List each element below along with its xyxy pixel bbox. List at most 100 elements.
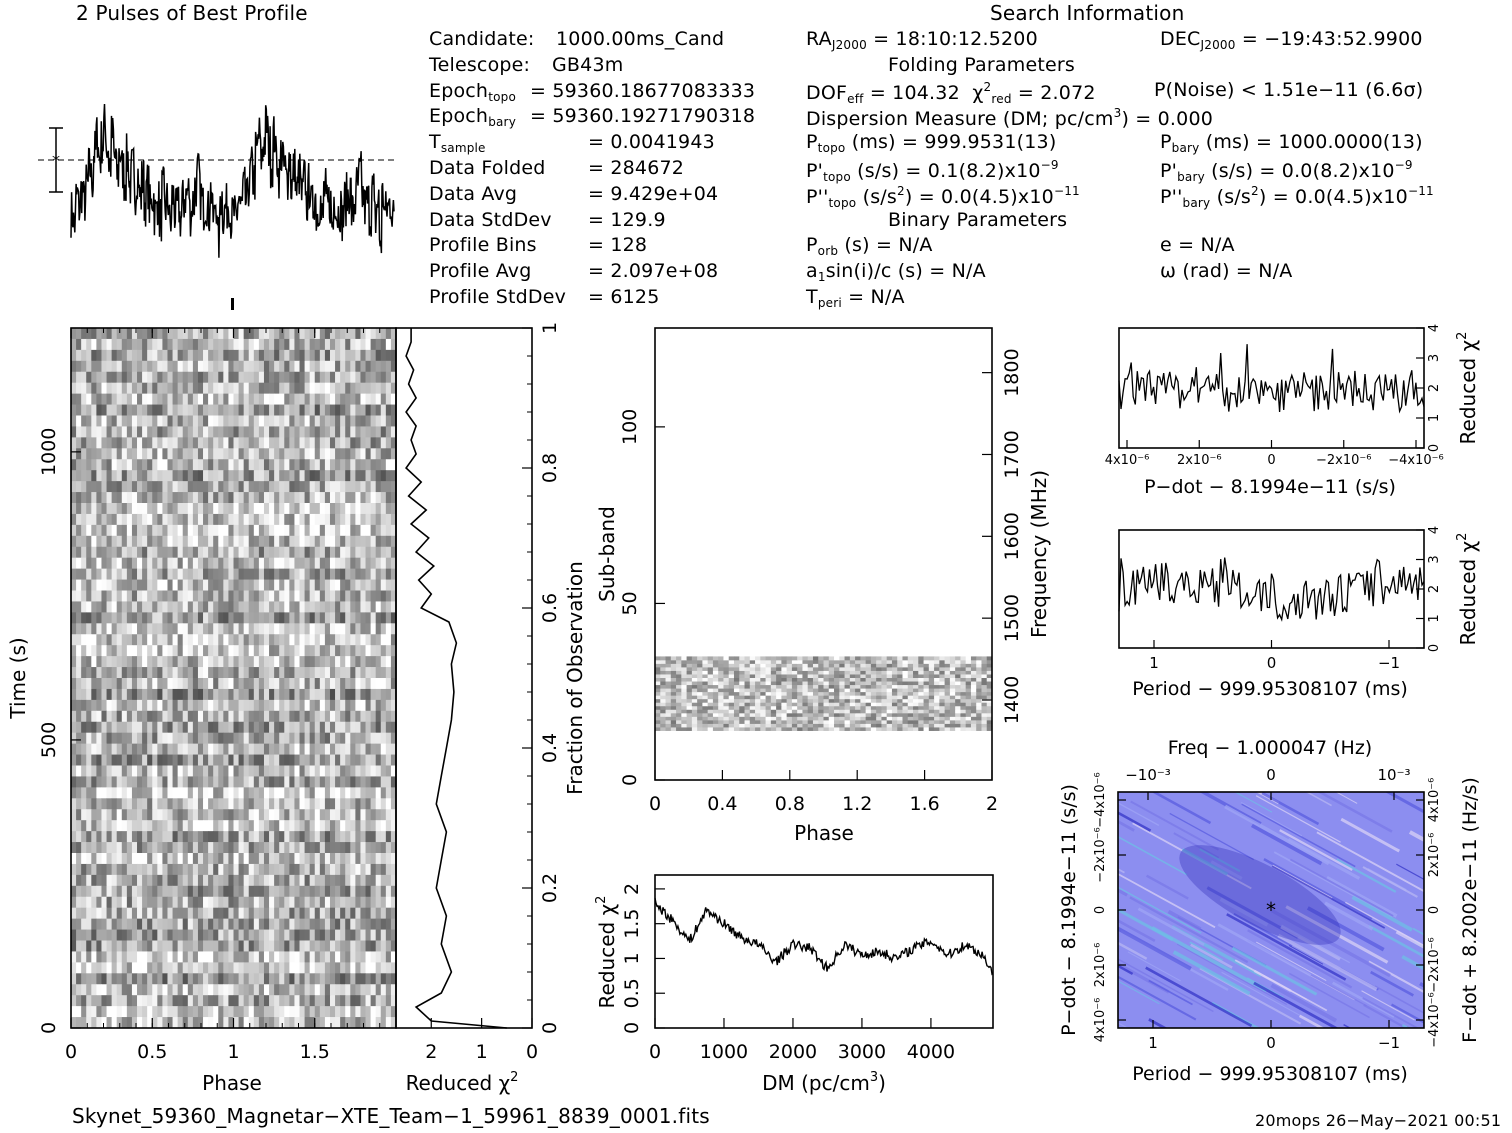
heat-cell: [707, 727, 714, 731]
heat-cell: [203, 743, 209, 755]
heat-cell: [365, 776, 372, 788]
heat-cell: [707, 719, 714, 724]
heat-cell: [213, 448, 219, 460]
heat-cell: [192, 798, 199, 810]
heat-cell: [152, 470, 158, 482]
heat-cell: [385, 1006, 392, 1018]
heat-cell: [192, 929, 199, 941]
heat-cell: [96, 590, 102, 602]
heat-cell: [208, 645, 214, 657]
heat-cell: [76, 623, 82, 635]
heat-cell: [345, 360, 351, 373]
heat-cell: [324, 754, 331, 766]
heat-cell: [274, 787, 280, 799]
heat-cell: [279, 459, 285, 471]
heat-cell: [121, 568, 128, 580]
heat-cell: [299, 590, 305, 602]
heat-cell: [76, 448, 82, 460]
heat-cell: [213, 743, 219, 755]
heat-cell: [744, 702, 751, 707]
axis-label: Reduced χ2: [406, 1070, 519, 1095]
heat-cell: [213, 338, 219, 351]
heat-cell: [355, 612, 361, 624]
heat-cell: [289, 535, 295, 548]
heat-cell: [345, 973, 351, 985]
heat-cell: [365, 951, 372, 963]
heat-cell: [284, 831, 290, 843]
heat-cell: [258, 623, 265, 635]
heat-cell: [340, 371, 346, 384]
heat-cell: [253, 842, 260, 854]
heat-cell: [253, 809, 260, 821]
heat-cell: [243, 524, 250, 537]
heat-cell: [243, 874, 250, 887]
heat-cell: [340, 645, 346, 657]
heat-cell: [96, 481, 102, 493]
heat-cell: [350, 546, 356, 559]
heat-cell: [314, 787, 321, 799]
heat-cell: [167, 831, 173, 843]
heat-cell: [902, 727, 909, 731]
heat-cell: [71, 787, 77, 799]
heat-cell: [279, 962, 285, 974]
heat-cell: [350, 995, 356, 1007]
heat-cell: [839, 712, 845, 717]
heat-cell: [350, 1017, 356, 1029]
heat-cell: [299, 557, 305, 570]
heat-cell: [228, 349, 234, 362]
heat-cell: [365, 481, 372, 493]
heat-cell: [274, 349, 280, 362]
heat-cell: [886, 698, 893, 703]
heat-cell: [294, 787, 300, 799]
heat-cell: [152, 831, 158, 843]
heat-cell: [182, 590, 189, 602]
heat-cell: [755, 698, 761, 703]
heat-cell: [335, 885, 341, 898]
heat-cell: [309, 656, 316, 668]
heat-cell: [360, 612, 366, 624]
heat-cell: [208, 699, 214, 712]
heat-cell: [106, 546, 113, 559]
heat-cell: [309, 415, 316, 427]
heat-cell: [299, 678, 305, 690]
axis-label: Fraction of Observation: [563, 561, 587, 795]
heat-cell: [177, 885, 184, 898]
heat-cell: [177, 940, 184, 952]
heat-cell: [791, 716, 798, 721]
heat-cell: [370, 481, 377, 493]
heat-cell: [162, 962, 168, 974]
heat-cell: [253, 557, 260, 570]
heat-cell: [294, 557, 300, 570]
heat-cell: [309, 863, 316, 876]
heat-cell: [197, 546, 204, 559]
heat-cell: [126, 667, 133, 679]
heat-cell: [355, 743, 361, 755]
heat-cell: [380, 393, 387, 405]
heat-cell: [976, 702, 982, 707]
heat-cell: [913, 719, 919, 724]
heat-cell: [152, 678, 158, 690]
heat-cell: [345, 568, 351, 580]
heat-cell: [106, 809, 113, 821]
heat-cell: [81, 776, 87, 788]
heat-cell: [228, 557, 234, 570]
heat-cell: [263, 710, 270, 723]
heat-cell: [238, 743, 245, 755]
heat-cell: [807, 727, 814, 731]
heat-cell: [329, 798, 336, 810]
heat-cell: [233, 328, 239, 340]
heat-cell: [355, 656, 361, 668]
heat-cell: [314, 984, 321, 996]
heat-cell: [274, 612, 280, 624]
heat-cell: [299, 1017, 305, 1029]
heat-cell: [213, 885, 219, 898]
heat-cell: [126, 721, 133, 734]
heat-cell: [147, 885, 153, 898]
heat-cell: [228, 513, 234, 526]
heat-cell: [187, 962, 194, 974]
heat-cell: [152, 885, 158, 898]
heat-cell: [106, 721, 113, 734]
heat-cell: [860, 702, 867, 707]
heat-cell: [253, 678, 260, 690]
heat-cell: [902, 705, 909, 710]
